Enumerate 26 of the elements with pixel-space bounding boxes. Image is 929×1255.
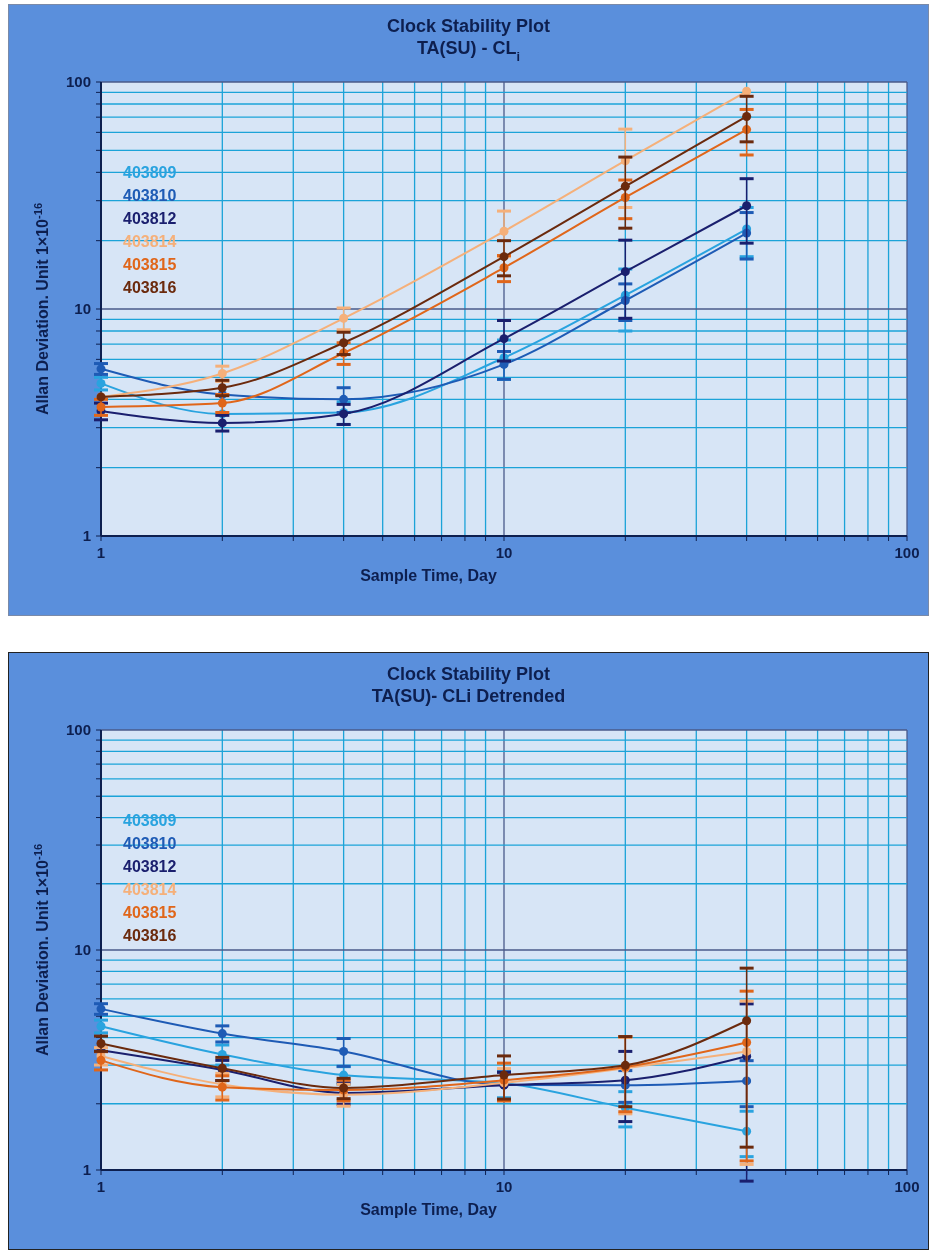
- text: 403816: [123, 927, 177, 944]
- y-tick-label: 100: [65, 73, 91, 90]
- chart-subtitle: TA(SU) - CL$_{i}$: [416, 38, 521, 64]
- text: 403814: [123, 881, 177, 898]
- text: 403812: [123, 210, 177, 227]
- y-tick-label: 100: [65, 721, 91, 738]
- text: 403812: [123, 858, 177, 875]
- text: 403816: [123, 279, 177, 296]
- y-tick-label: 1: [82, 1161, 91, 1178]
- chart-subtitle: TA(SU)- CLi Detrended: [371, 686, 566, 706]
- y-tick-label: 10: [74, 941, 91, 958]
- text: 403815: [123, 904, 177, 921]
- x-tick-label: 100: [894, 544, 920, 561]
- y-tick-label: 1: [82, 527, 91, 544]
- chart-title: Clock Stability Plot: [386, 16, 551, 36]
- x-tick-label: 10: [495, 544, 513, 561]
- text: 403815: [123, 256, 177, 273]
- x-axis-title: Sample Time, Day: [360, 1201, 497, 1218]
- x-tick-label: 10: [495, 1178, 513, 1195]
- y-tick-label: 10: [74, 300, 91, 317]
- x-tick-label: 1: [96, 1178, 106, 1195]
- x-axis-title: Sample Time, Day: [360, 567, 497, 584]
- x-tick-label: 1: [96, 544, 106, 561]
- text: 403810: [123, 187, 177, 204]
- chart-title: Clock Stability Plot: [386, 664, 551, 684]
- x-tick-label: 100: [894, 1178, 920, 1195]
